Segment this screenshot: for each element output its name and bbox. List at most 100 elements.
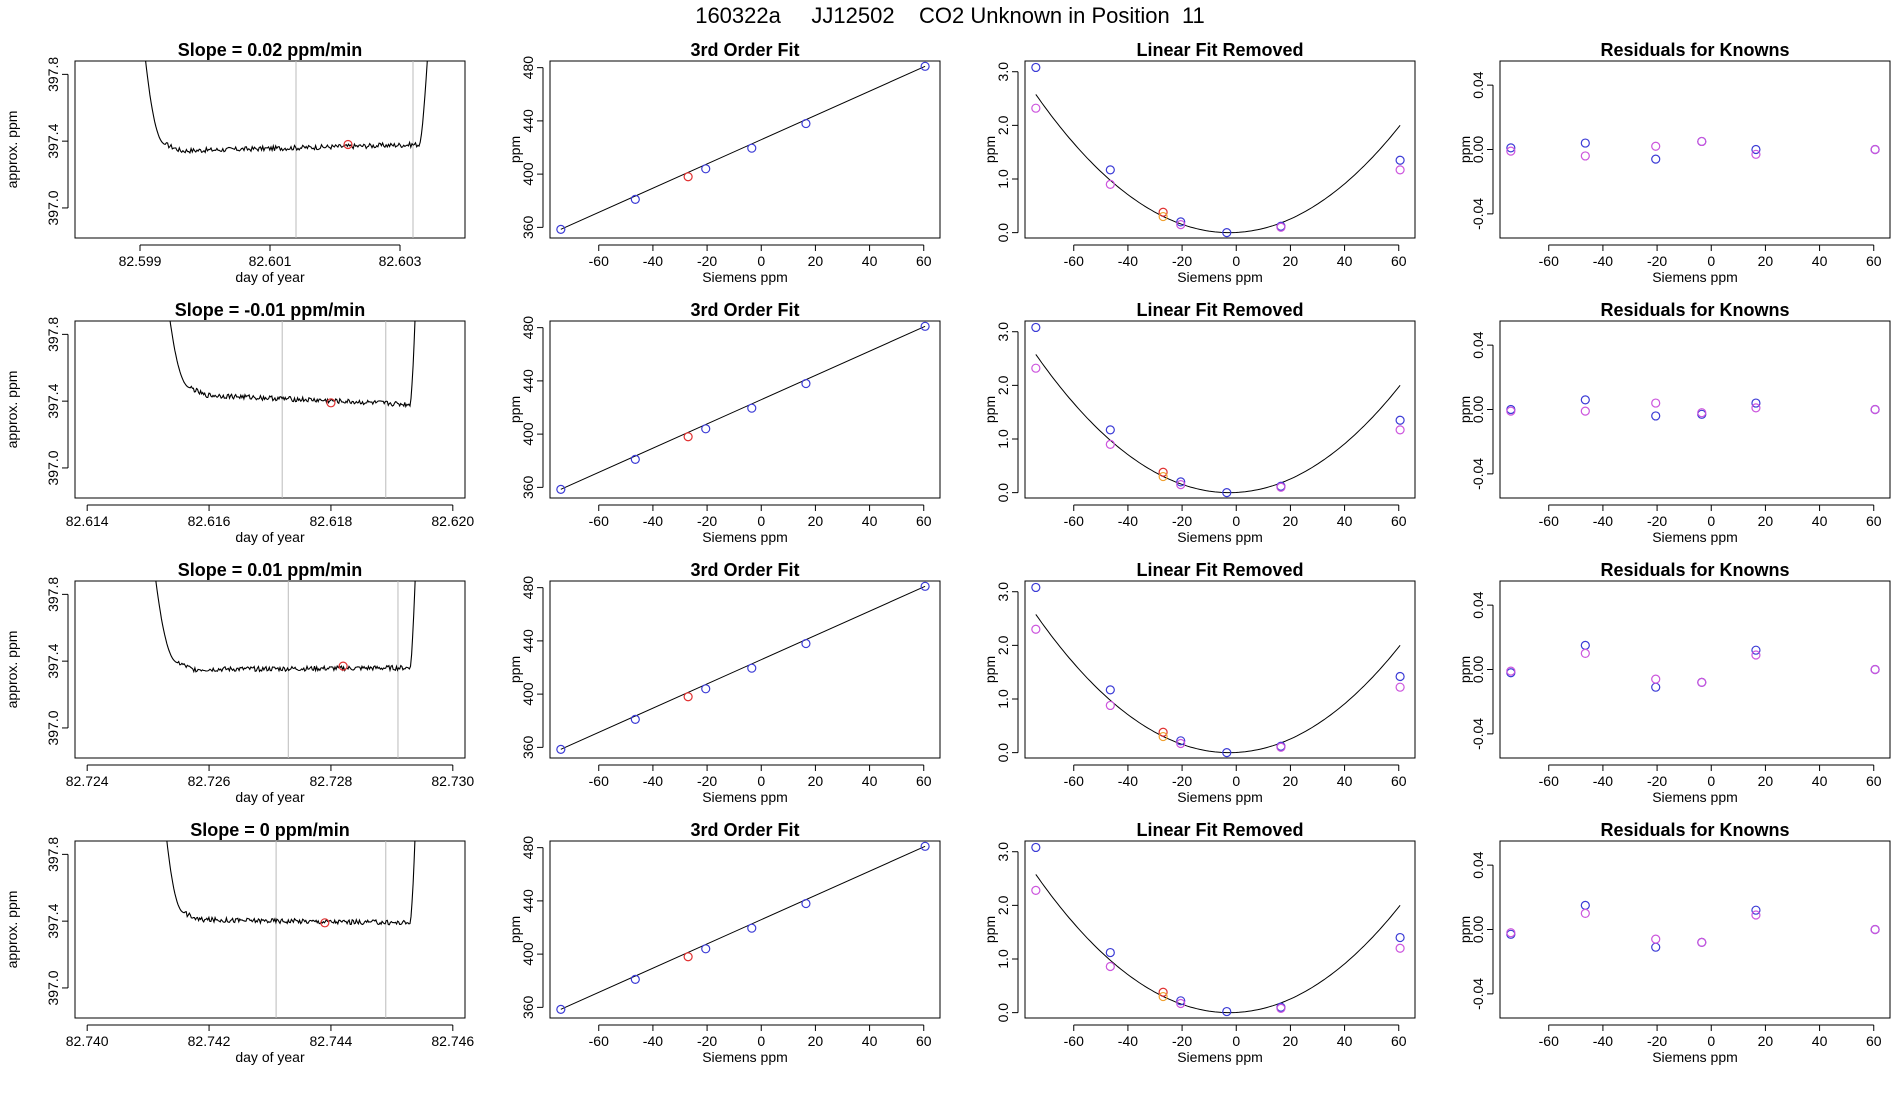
plot-frame [549, 840, 941, 1019]
x-tick-label: 60 [1391, 773, 1407, 789]
plot-frame [74, 840, 466, 1019]
chart-svg: Slope = 0 ppm/min 82.740 82.742 82.744 82.74… [4, 820, 474, 1065]
data-point [1031, 103, 1041, 113]
data-point [701, 424, 711, 434]
data-point [701, 684, 711, 694]
x-tick-label: -20 [1647, 513, 1667, 529]
x-tick-label: 40 [1812, 253, 1828, 269]
data-point [747, 923, 757, 933]
plot-frame [549, 320, 941, 499]
data-point [1176, 738, 1186, 749]
x-tick-label: 82.603 [379, 253, 422, 269]
x-tick-label: -60 [1539, 253, 1559, 269]
data-point [1395, 155, 1405, 165]
x-tick-label: 20 [808, 773, 824, 789]
x-axis-label: Siemens ppm [702, 1049, 788, 1065]
data-point [920, 61, 930, 71]
plot-frame [549, 60, 941, 239]
chart-title: Residuals for Knowns [1600, 300, 1789, 320]
y-tick-label: 0.04 [1470, 851, 1486, 878]
x-tick-label: 82.614 [66, 513, 109, 529]
y-tick-label: 397.0 [45, 450, 61, 485]
plot-frame [1024, 60, 1416, 239]
series-line [166, 841, 416, 926]
plot-area [1506, 640, 1880, 692]
x-tick-label: -40 [1593, 513, 1613, 529]
plot-frame [1499, 320, 1891, 499]
data-point [1105, 439, 1115, 449]
data-point [747, 403, 757, 413]
y-tick-label: 397.4 [45, 643, 61, 678]
data-point [701, 164, 711, 174]
data-point [1697, 136, 1707, 147]
chart-svg: 3rd Order Fit -60 -40 -20 0 20 40 60 Siemens ppm… [507, 300, 941, 545]
x-tick-label: -40 [643, 773, 663, 789]
x-tick-label: 60 [1866, 1033, 1882, 1049]
x-tick-label: 40 [1812, 1033, 1828, 1049]
data-point [1176, 477, 1186, 487]
y-tick-label: 360 [520, 995, 536, 1019]
y-tick-label: 480 [520, 316, 536, 340]
x-axis-label: Siemens ppm [1177, 789, 1263, 805]
chart-svg: Residuals for Knowns -60 -40 -20 0 20 40 60 Siem… [1457, 820, 1891, 1065]
chart-panel-r4-c1: Slope = 0 ppm/min 82.740 82.742 82.744 82.74… [0, 820, 475, 1085]
plot-area [1506, 395, 1880, 421]
x-tick-label: 0 [757, 773, 765, 789]
x-tick-label: 0 [757, 513, 765, 529]
y-axis-label: ppm [982, 136, 998, 163]
x-tick-label: -40 [1593, 773, 1613, 789]
data-point [1276, 222, 1286, 232]
y-tick-label: 0.00 [1470, 656, 1486, 683]
data-point [1651, 141, 1661, 151]
y-tick-label: 0.00 [1470, 916, 1486, 943]
x-axis-label: Siemens ppm [1652, 269, 1738, 285]
fit-curve [1035, 874, 1401, 1014]
x-tick-label: -20 [697, 1033, 717, 1049]
x-tick-label: 82.730 [431, 773, 474, 789]
chart-title: Slope = -0.01 ppm/min [175, 300, 366, 320]
x-tick-label: -60 [589, 1033, 609, 1049]
x-tick-label: 20 [1283, 513, 1299, 529]
data-point [683, 952, 693, 962]
data-point [1751, 403, 1761, 413]
chart-panel-r3-c2: 3rd Order Fit -60 -40 -20 0 20 40 60 Siemens ppm… [475, 560, 950, 825]
data-point [1870, 924, 1880, 935]
x-tick-label: -20 [697, 253, 717, 269]
x-tick-label: -40 [643, 253, 663, 269]
data-point [1222, 488, 1232, 498]
chart-svg: Linear Fit Removed -60 -40 -20 0 20 40 60 Siemen… [982, 820, 1416, 1065]
x-tick-label: 40 [862, 253, 878, 269]
x-tick-label: -40 [1593, 1033, 1613, 1049]
y-tick-label: 3.0 [995, 842, 1011, 862]
chart-svg: 3rd Order Fit -60 -40 -20 0 20 40 60 Siemens ppm… [507, 560, 941, 805]
data-point [1697, 408, 1707, 418]
data-point [1158, 731, 1168, 742]
data-point [1751, 645, 1761, 655]
data-point [1395, 671, 1405, 682]
x-tick-label: 82.726 [188, 773, 231, 789]
chart-svg: Residuals for Knowns -60 -40 -20 0 20 40 60 Siem… [1457, 560, 1891, 805]
x-tick-label: 20 [1758, 773, 1774, 789]
data-point [1158, 207, 1168, 217]
x-tick-label: 82.740 [66, 1033, 109, 1049]
y-tick-label: 3.0 [995, 322, 1011, 342]
chart-svg: Slope = 0.02 ppm/min 82.599 82.601 82.603 da… [4, 40, 466, 285]
y-tick-label: 440 [520, 889, 536, 913]
chart-panel-r4-c3: Linear Fit Removed -60 -40 -20 0 20 40 60 Siemen… [950, 820, 1425, 1085]
data-point [1276, 742, 1286, 752]
x-axis-label: Siemens ppm [1177, 269, 1263, 285]
data-point [630, 974, 640, 985]
y-tick-label: -0.04 [1470, 718, 1486, 750]
y-tick-label: 1.0 [995, 689, 1011, 709]
data-point [1506, 928, 1516, 938]
chart-panel-r2-c3: Linear Fit Removed -60 -40 -20 0 20 40 60 Siemen… [950, 300, 1425, 565]
x-tick-label: 20 [1283, 773, 1299, 789]
data-point [1222, 228, 1232, 238]
x-tick-label: -20 [1172, 1033, 1192, 1049]
data-point [920, 321, 930, 331]
fit-line [560, 585, 926, 750]
x-tick-label: 40 [862, 773, 878, 789]
x-tick-label: 40 [1337, 773, 1353, 789]
data-point [1105, 947, 1115, 958]
chart-title: Residuals for Knowns [1600, 40, 1789, 60]
